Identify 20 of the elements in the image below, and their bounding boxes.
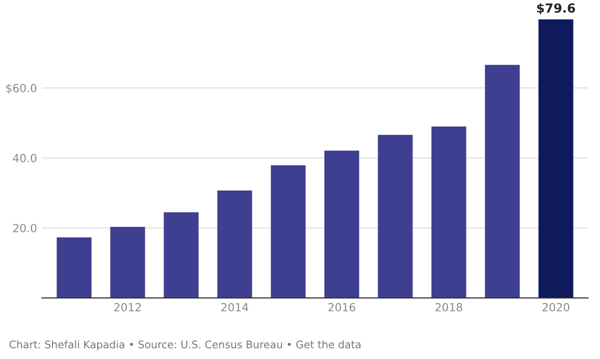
x-tick-label: 2016 (328, 303, 356, 312)
text: Chart: Shefali Kapadia • Source: U.S. Census Bureau • Get the data (10, 340, 360, 350)
x-tick-label: 2018 (436, 303, 462, 312)
bar (270, 165, 306, 298)
bar (110, 226, 146, 298)
y-tick-label: $60.0 (6, 84, 36, 94)
bar (164, 212, 199, 298)
bar (378, 134, 413, 298)
y-tick-label: 40.0 (12, 154, 36, 162)
bar (217, 190, 252, 298)
x-tick-label: 2020 (542, 303, 570, 312)
y-tick-label: 20.0 (13, 224, 36, 232)
x-tick-label: 2012 (114, 303, 141, 312)
bar (324, 150, 360, 298)
bar (56, 237, 92, 298)
bar (538, 19, 574, 298)
x-tick-label: 2014 (221, 303, 248, 312)
bar (484, 64, 520, 298)
data-label: $79.6 (537, 3, 575, 14)
bar (431, 126, 466, 298)
